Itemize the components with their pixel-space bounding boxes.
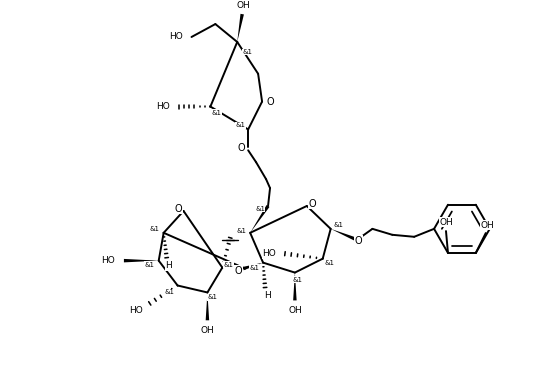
Text: HO: HO [156, 102, 170, 111]
Text: H: H [264, 291, 270, 300]
Text: O: O [266, 97, 274, 107]
Polygon shape [237, 14, 244, 42]
Text: &1: &1 [293, 276, 303, 283]
Polygon shape [331, 229, 355, 240]
Text: HO: HO [101, 256, 115, 265]
Text: HO: HO [169, 33, 182, 41]
Text: OH: OH [481, 221, 494, 230]
Text: O: O [237, 143, 245, 153]
Text: O: O [354, 236, 362, 246]
Text: &1: &1 [333, 222, 343, 228]
Text: OH: OH [288, 306, 302, 315]
Text: &1: &1 [145, 262, 155, 268]
Polygon shape [293, 273, 296, 300]
Text: &1: &1 [165, 289, 175, 296]
Text: O: O [175, 204, 182, 214]
Text: &1: &1 [223, 262, 233, 268]
Text: &1: &1 [235, 122, 245, 128]
Text: O: O [309, 199, 317, 209]
Text: &1: &1 [207, 295, 217, 300]
Text: HO: HO [262, 249, 276, 258]
Polygon shape [124, 259, 159, 262]
Polygon shape [250, 205, 269, 233]
Text: &1: &1 [249, 265, 259, 270]
Polygon shape [206, 292, 209, 320]
Text: OH: OH [439, 218, 453, 227]
Text: &1: &1 [242, 49, 252, 55]
Text: HO: HO [129, 306, 143, 315]
Text: &1: &1 [211, 110, 221, 115]
Text: OH: OH [236, 1, 250, 10]
Text: &1: &1 [255, 206, 265, 212]
Text: &1: &1 [325, 260, 335, 266]
Text: O: O [234, 266, 242, 276]
Polygon shape [243, 263, 263, 270]
Text: H: H [165, 261, 172, 270]
Text: OH: OH [201, 326, 214, 335]
Text: &1: &1 [236, 228, 246, 234]
Text: &1: &1 [150, 226, 160, 232]
